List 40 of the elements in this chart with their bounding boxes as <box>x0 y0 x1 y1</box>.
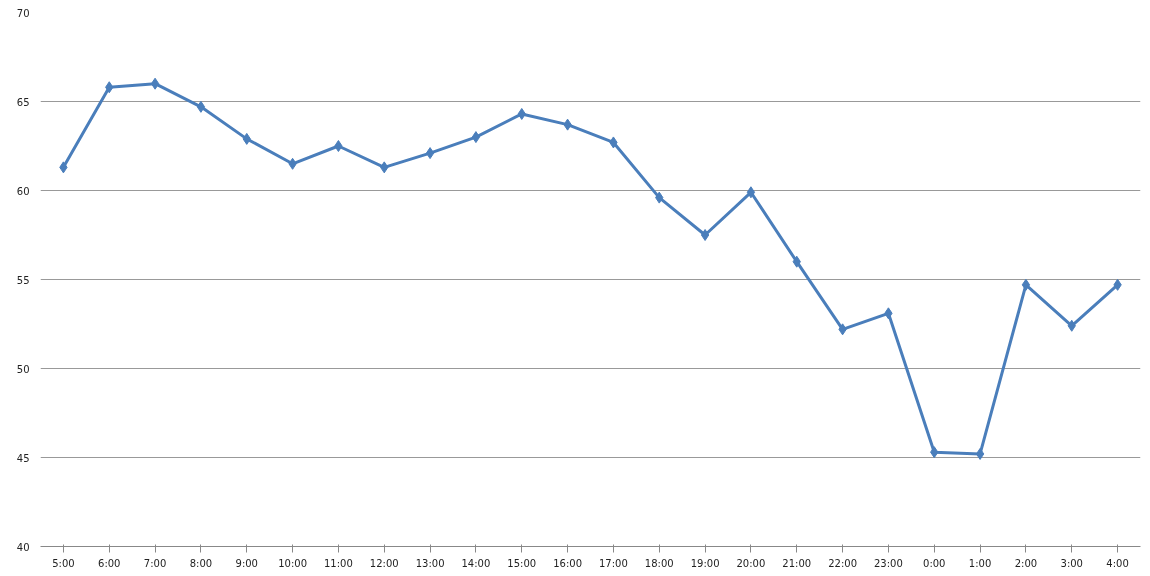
x-tick-label: 14:00 <box>461 557 491 569</box>
x-tick-label: 5:00 <box>52 557 75 569</box>
point <box>334 140 343 152</box>
point <box>700 229 710 241</box>
x-tick-label: 15:00 <box>507 557 537 569</box>
x-tick-label: 11:00 <box>324 557 353 569</box>
x-tick-label: 22:00 <box>828 557 857 569</box>
x-tick-label: 8:00 <box>189 557 213 569</box>
point <box>425 147 435 160</box>
y-tick-label: 45 <box>16 452 30 464</box>
x-tick-label: 16:00 <box>553 557 582 569</box>
y-tick-label: 60 <box>16 185 30 197</box>
x-tick-label: 4:00 <box>1106 557 1129 569</box>
x-tick-label: 20:00 <box>736 557 766 569</box>
point <box>1021 278 1031 291</box>
x-tick-label: 23:00 <box>874 557 903 569</box>
x-tick-label: 6:00 <box>98 557 121 569</box>
point <box>746 186 756 199</box>
x-tick-label: 1:00 <box>968 557 992 569</box>
y-tick-label: 65 <box>16 96 30 108</box>
x-tick-label: 0:00 <box>923 557 946 569</box>
y-tick-label: 70 <box>16 7 30 19</box>
y-tick-label: 50 <box>16 363 30 375</box>
x-tick-label: 3:00 <box>1060 557 1083 569</box>
x-tick-label: 7:00 <box>143 557 167 569</box>
x-tick-label: 9:00 <box>235 557 258 569</box>
y-tick-label: 40 <box>16 541 30 553</box>
point <box>150 77 160 90</box>
point <box>471 131 481 144</box>
x-tick-label: 17:00 <box>599 557 628 569</box>
point <box>196 100 206 113</box>
x-tick-label: 21:00 <box>782 557 812 569</box>
x-tick-label: 12:00 <box>369 557 399 569</box>
x-tick-label: 2:00 <box>1014 557 1038 569</box>
point <box>975 447 985 460</box>
x-tick-label: 18:00 <box>644 557 674 569</box>
x-tick-label: 10:00 <box>278 557 307 569</box>
x-tick-label: 19:00 <box>690 557 720 569</box>
x-tick-label: 13:00 <box>415 557 445 569</box>
y-tick-label: 55 <box>16 274 30 286</box>
